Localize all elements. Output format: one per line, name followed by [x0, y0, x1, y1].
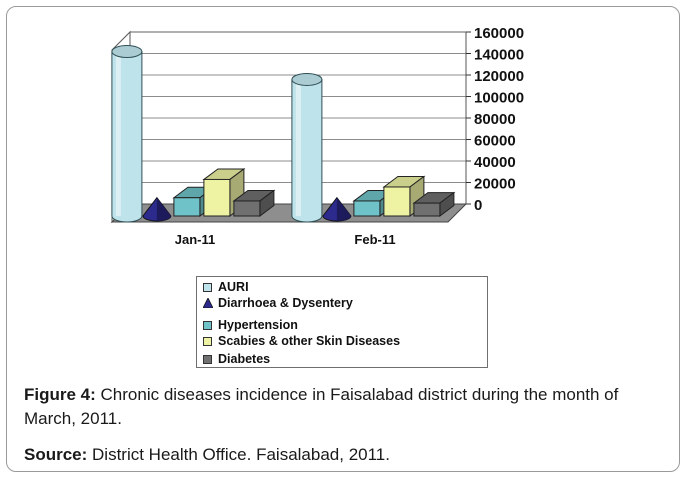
- bar-Feb-11-diarrhoea-dysentery: [322, 196, 352, 222]
- source-text: District Health Office. Faisalabad, 2011…: [87, 445, 390, 464]
- legend-label: Diarrhoea & Dysentery: [218, 296, 353, 310]
- bar-Jan-11-auri: [111, 45, 143, 223]
- chart-legend: AURI Diarrhoea & Dysentery Hypertension Sca…: [196, 276, 488, 368]
- legend-swatch: [203, 320, 212, 330]
- bar-Feb-11-auri: [291, 72, 323, 223]
- gridline-side: [111, 31, 131, 51]
- y-tick-label: 60000: [474, 133, 516, 150]
- y-tick-label: 0: [474, 197, 482, 214]
- y-tick-label: 140000: [474, 47, 524, 64]
- y-tick-label: 80000: [474, 111, 516, 128]
- y-tick-label: 40000: [474, 154, 516, 171]
- legend-swatch: [203, 354, 212, 364]
- source-label: Source:: [24, 445, 88, 464]
- figure-caption: Figure 4: Chronic diseases incidence in …: [24, 383, 664, 431]
- bar-Feb-11-diabetes: [412, 191, 456, 217]
- legend-label: Diabetes: [218, 352, 271, 366]
- legend-label: Hypertension: [218, 318, 298, 332]
- chart-3d-bar: 160000 140000 120000 100000 80000 60000 40000 2…: [110, 25, 524, 247]
- bar-Jan-11-diabetes: [232, 189, 276, 217]
- figure-source: Source: District Health Office. Faisalab…: [24, 443, 664, 467]
- legend-item: Scabies & other Skin Diseases: [203, 333, 400, 349]
- y-tick-label: 100000: [474, 90, 524, 107]
- legend-cone-icon: [203, 298, 213, 308]
- legend-item: Diarrhoea & Dysentery: [203, 295, 353, 311]
- legend-item: Hypertension: [203, 317, 298, 333]
- caption-label: Figure 4:: [24, 385, 96, 404]
- legend-label: AURI: [218, 280, 249, 294]
- legend-item: Diabetes: [203, 351, 270, 367]
- legend-item: AURI: [203, 279, 249, 295]
- y-tick-label: 120000: [474, 68, 524, 85]
- x-tick-label: Feb-11: [354, 232, 395, 247]
- legend-swatch: [203, 336, 212, 346]
- y-tick-label: 160000: [474, 25, 524, 42]
- bar-Jan-11-diarrhoea-dysentery: [142, 196, 172, 222]
- legend-swatch: [203, 282, 212, 292]
- caption-text: Chronic diseases incidence in Faisalabad…: [24, 385, 619, 428]
- legend-label: Scabies & other Skin Diseases: [218, 334, 401, 348]
- y-tick-label: 20000: [474, 176, 516, 193]
- x-tick-label: Jan-11: [175, 232, 215, 247]
